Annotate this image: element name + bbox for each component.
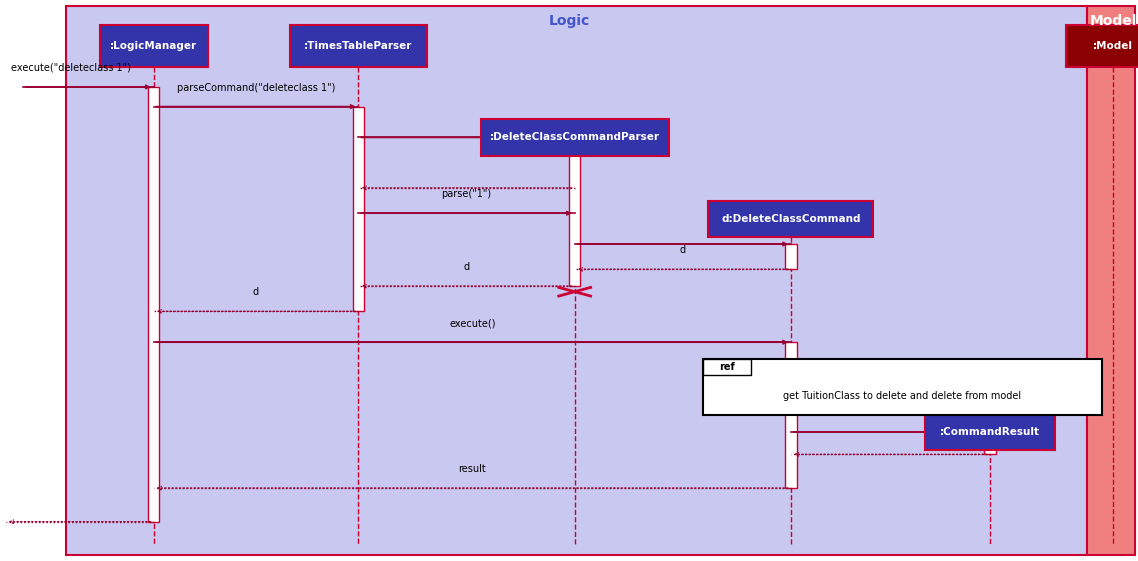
Text: :LogicManager: :LogicManager [110, 42, 197, 51]
Bar [1087, 6, 1135, 555]
Bar [66, 6, 1087, 555]
Bar [290, 25, 427, 67]
Bar [708, 201, 874, 237]
Text: get TuitionClass to delete and delete from model: get TuitionClass to delete and delete fr… [783, 390, 1022, 401]
Text: ref: ref [719, 362, 735, 372]
Text: d: d [253, 287, 259, 297]
Bar [148, 87, 159, 522]
Text: Logic: Logic [549, 14, 589, 28]
Text: Model: Model [1089, 14, 1137, 28]
Text: execute("deleteclass 1"): execute("deleteclass 1") [11, 63, 131, 73]
Bar [785, 342, 797, 488]
Bar [703, 359, 1102, 415]
Text: d:DeleteClassCommand: d:DeleteClassCommand [721, 214, 860, 224]
Text: execute(): execute() [450, 318, 495, 328]
Text: :TimesTableParser: :TimesTableParser [304, 42, 413, 51]
Text: parse("1"): parse("1") [442, 189, 492, 199]
Bar [569, 137, 580, 286]
Bar [703, 359, 751, 375]
Text: :Model: :Model [1092, 42, 1133, 51]
Text: :CommandResult: :CommandResult [940, 427, 1040, 437]
Bar [353, 107, 364, 311]
Text: d: d [679, 245, 686, 255]
Bar [100, 25, 207, 67]
Bar [984, 432, 996, 454]
Bar [924, 414, 1055, 450]
Bar [480, 119, 669, 155]
Text: :DeleteClassCommandParser: :DeleteClassCommandParser [489, 132, 660, 142]
Text: result: result [459, 464, 486, 474]
Bar [785, 244, 797, 269]
Bar [1066, 25, 1138, 67]
Text: parseCommand("deleteclass 1"): parseCommand("deleteclass 1") [176, 82, 336, 93]
Text: d: d [463, 262, 470, 272]
